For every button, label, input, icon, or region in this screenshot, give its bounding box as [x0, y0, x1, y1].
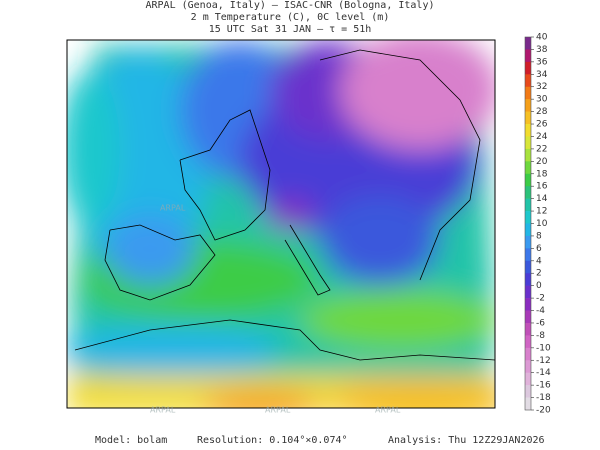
colorbar-label: -14	[536, 368, 551, 378]
colorbar-label: 22	[536, 144, 547, 154]
colorbar: 4038363432302826242220181614121086420-2-…	[524, 33, 551, 416]
colorbar-label: -18	[536, 393, 551, 403]
colorbar-band	[525, 335, 531, 349]
colorbar-label: 4	[536, 256, 542, 266]
map	[67, 40, 495, 408]
header-line: 15 UTC Sat 31 JAN — τ = 51h	[209, 24, 372, 35]
colorbar-label: 0	[536, 281, 542, 291]
colorbar-band	[525, 186, 531, 199]
colorbar-label: 18	[536, 169, 548, 179]
colorbar-label: -6	[536, 318, 545, 328]
colorbar-label: 30	[536, 95, 548, 105]
colorbar-label: 6	[536, 244, 542, 254]
watermark: ARPAL	[160, 204, 186, 213]
colorbar-label: 32	[536, 82, 547, 92]
colorbar-band	[525, 347, 531, 361]
colorbar-label: -16	[536, 381, 551, 391]
colorbar-band	[525, 298, 531, 311]
colorbar-band	[525, 124, 531, 137]
colorbar-band	[525, 49, 531, 63]
colorbar-band	[525, 148, 531, 162]
colorbar-band	[525, 136, 531, 150]
colorbar-band	[525, 235, 531, 249]
colorbar-label: 28	[536, 107, 548, 117]
header-line: ARPAL (Genoa, Italy) — ISAC-CNR (Bologna…	[146, 0, 435, 11]
colorbar-label: -20	[536, 406, 551, 416]
colorbar-label: -8	[536, 331, 545, 341]
colorbar-band	[525, 248, 531, 262]
footer-analysis: Analysis: Thu 12Z29JAN2026	[388, 435, 545, 446]
colorbar-band	[525, 360, 531, 373]
colorbar-band	[525, 397, 531, 411]
colorbar-band	[525, 322, 531, 336]
colorbar-label: 16	[536, 182, 548, 192]
colorbar-label: 14	[536, 194, 548, 204]
colorbar-label: 2	[536, 269, 542, 279]
colorbar-band	[525, 173, 531, 187]
colorbar-band	[525, 385, 531, 398]
colorbar-band	[525, 198, 531, 212]
colorbar-band	[525, 74, 531, 88]
watermark: ARPAL	[375, 406, 401, 415]
colorbar-label: 38	[536, 45, 548, 55]
colorbar-band	[525, 260, 531, 274]
colorbar-band	[525, 273, 531, 286]
colorbar-band	[525, 310, 531, 324]
colorbar-label: 34	[536, 70, 548, 80]
footer-resolution: Resolution: 0.104°×0.074°	[197, 435, 348, 446]
colorbar-label: 20	[536, 157, 548, 167]
colorbar-band	[525, 223, 531, 237]
colorbar-label: -2	[536, 294, 545, 304]
colorbar-band	[525, 285, 531, 299]
colorbar-band	[525, 86, 531, 100]
colorbar-band	[525, 372, 531, 386]
colorbar-label: 40	[536, 33, 548, 43]
colorbar-band	[525, 37, 531, 50]
header-line: 2 m Temperature (C), 0C level (m)	[191, 12, 390, 23]
colorbar-band	[525, 111, 531, 125]
colorbar-label: 26	[536, 120, 548, 130]
map-frame	[66, 39, 496, 409]
footer-model: Model: bolam	[95, 435, 167, 446]
colorbar-band	[525, 99, 531, 112]
colorbar-band	[525, 61, 531, 75]
colorbar-label: 12	[536, 207, 547, 217]
colorbar-label: 10	[536, 219, 548, 229]
colorbar-label: 24	[536, 132, 548, 142]
colorbar-label: -4	[536, 306, 545, 316]
watermark: ARPAL	[150, 406, 176, 415]
colorbar-band	[525, 161, 531, 175]
colorbar-band	[525, 211, 531, 224]
colorbar-label: -10	[536, 343, 551, 353]
colorbar-label: -12	[536, 356, 551, 366]
colorbar-label: 36	[536, 57, 548, 67]
watermark: ARPAL	[265, 406, 291, 415]
colorbar-label: 8	[536, 231, 542, 241]
